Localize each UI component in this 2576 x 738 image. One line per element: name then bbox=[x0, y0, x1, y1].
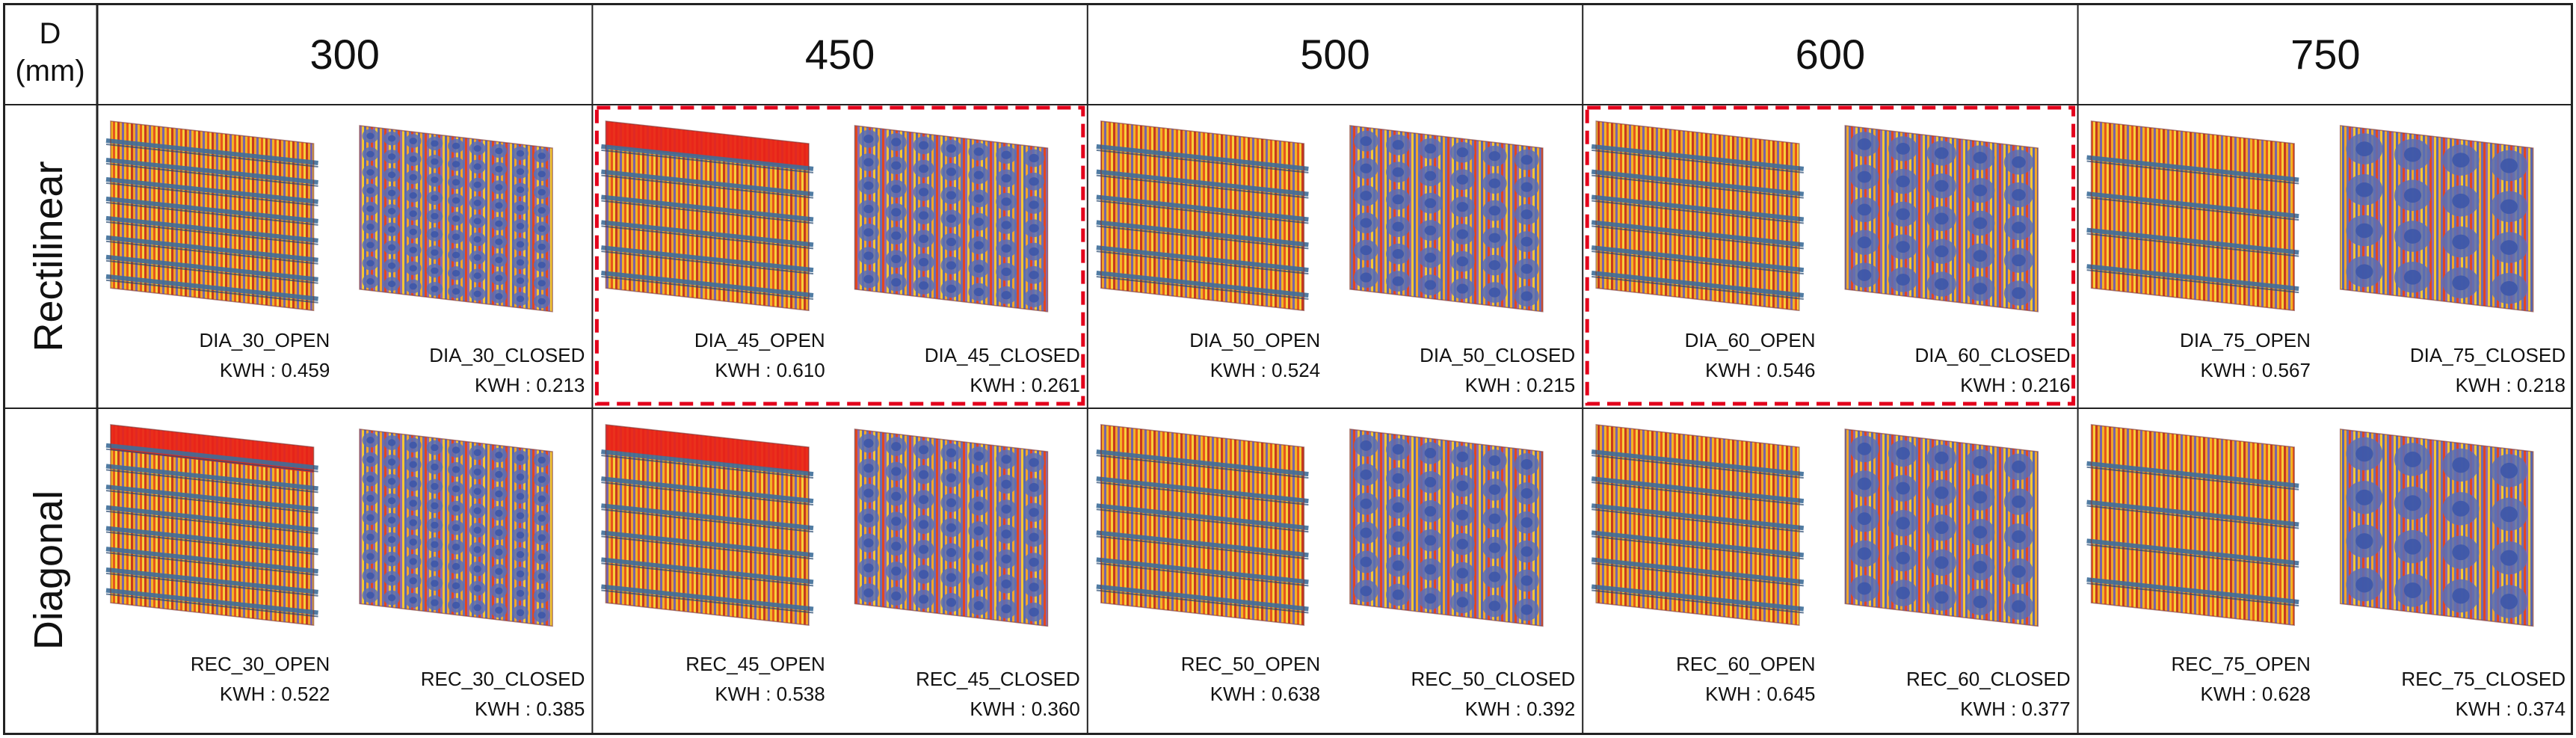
corner-label-d: D bbox=[40, 17, 61, 50]
open-heatmap-panel bbox=[2086, 120, 2299, 312]
closed-config-name: REC_30_CLOSED bbox=[421, 668, 585, 690]
closed-kwh-value: KWH : 0.216 bbox=[1960, 374, 2070, 396]
row-label-rectilinear: Rectilinear bbox=[26, 161, 71, 351]
closed-kwh-value: KWH : 0.261 bbox=[970, 374, 1079, 396]
column-header-row: D (mm) 300 450 500 600 750 bbox=[15, 17, 2360, 87]
closed-kwh-value: KWH : 0.385 bbox=[475, 698, 585, 720]
result-cell-diagonal-750: REC_75_OPEN KWH : 0.628 REC_75_CLOSED KWH :… bbox=[2086, 424, 2566, 720]
open-heatmap-panel bbox=[601, 120, 814, 312]
closed-config-name: REC_50_CLOSED bbox=[1411, 668, 1576, 690]
result-cell-rectilinear-500: DIA_50_OPEN KWH : 0.524 DIA_50_CLOSED KWH :… bbox=[1096, 120, 1575, 396]
open-heatmap-panel bbox=[1096, 120, 1309, 312]
open-heatmap-panel bbox=[1591, 424, 1805, 626]
open-kwh-value: KWH : 0.522 bbox=[220, 683, 330, 705]
open-config-name: DIA_60_OPEN bbox=[1685, 329, 1816, 351]
open-config-name: DIA_50_OPEN bbox=[1189, 329, 1320, 351]
result-cell-diagonal-450: REC_45_OPEN KWH : 0.538 REC_45_CLOSED KWH :… bbox=[601, 424, 1080, 720]
results-grid: D (mm) 300 450 500 600 750 Rectilinear Diagonal D… bbox=[3, 3, 2573, 735]
closed-heatmap-panel bbox=[1844, 125, 2039, 313]
closed-heatmap-panel bbox=[359, 428, 553, 627]
closed-heatmap-panel bbox=[359, 125, 553, 313]
closed-config-name: DIA_50_CLOSED bbox=[1420, 344, 1575, 366]
closed-kwh-value: KWH : 0.213 bbox=[475, 374, 585, 396]
open-heatmap-panel bbox=[105, 120, 318, 312]
row-label-text: Rectilinear bbox=[26, 161, 71, 351]
open-heatmap-panel bbox=[601, 424, 814, 626]
column-header-600: 600 bbox=[1796, 31, 1865, 78]
closed-heatmap-panel bbox=[1349, 428, 1544, 627]
open-heatmap-panel bbox=[105, 424, 318, 626]
column-header-300: 300 bbox=[309, 31, 379, 78]
result-cell-rectilinear-450: DIA_45_OPEN KWH : 0.610 DIA_45_CLOSED KWH :… bbox=[594, 105, 1085, 406]
closed-heatmap-panel bbox=[854, 428, 1049, 627]
corner-label-unit: (mm) bbox=[15, 55, 84, 87]
row-label-text: Diagonal bbox=[26, 491, 71, 650]
open-kwh-value: KWH : 0.567 bbox=[2201, 359, 2311, 381]
open-kwh-value: KWH : 0.645 bbox=[1705, 683, 1815, 705]
open-config-name: DIA_45_OPEN bbox=[694, 329, 825, 351]
closed-kwh-value: KWH : 0.377 bbox=[1960, 698, 2070, 720]
closed-kwh-value: KWH : 0.360 bbox=[970, 698, 1079, 720]
open-config-name: REC_50_OPEN bbox=[1181, 653, 1320, 675]
open-heatmap-panel bbox=[1591, 120, 1805, 312]
open-config-name: REC_60_OPEN bbox=[1676, 653, 1815, 675]
closed-heatmap-panel bbox=[2339, 125, 2534, 313]
result-cell-diagonal-600: REC_60_OPEN KWH : 0.645 REC_60_CLOSED KWH :… bbox=[1591, 424, 2071, 720]
result-cell-rectilinear-600: DIA_60_OPEN KWH : 0.546 DIA_60_CLOSED KWH :… bbox=[1585, 105, 2076, 406]
closed-config-name: REC_60_CLOSED bbox=[1906, 668, 2071, 690]
results-grid-svg: D (mm) 300 450 500 600 750 Rectilinear Diagonal D… bbox=[3, 3, 2573, 735]
open-config-name: DIA_30_OPEN bbox=[199, 329, 330, 351]
closed-heatmap-panel bbox=[1844, 428, 2039, 627]
open-kwh-value: KWH : 0.628 bbox=[2201, 683, 2311, 705]
result-cell-rectilinear-300: DIA_30_OPEN KWH : 0.459 DIA_30_CLOSED KWH :… bbox=[105, 120, 585, 396]
closed-kwh-value: KWH : 0.215 bbox=[1465, 374, 1575, 396]
closed-config-name: REC_75_CLOSED bbox=[2401, 668, 2566, 690]
column-header-500: 500 bbox=[1300, 31, 1369, 78]
open-kwh-value: KWH : 0.538 bbox=[715, 683, 825, 705]
closed-heatmap-panel bbox=[1349, 125, 1544, 313]
column-header-450: 450 bbox=[805, 31, 875, 78]
open-config-name: REC_45_OPEN bbox=[685, 653, 825, 675]
column-header-750: 750 bbox=[2290, 31, 2360, 78]
open-config-name: REC_30_OPEN bbox=[191, 653, 330, 675]
open-kwh-value: KWH : 0.610 bbox=[715, 359, 825, 381]
open-heatmap-panel bbox=[2086, 424, 2299, 626]
row-label-diagonal: Diagonal bbox=[26, 491, 71, 650]
result-cell-diagonal-300: REC_30_OPEN KWH : 0.522 REC_30_CLOSED KWH :… bbox=[105, 424, 585, 720]
closed-config-name: DIA_75_CLOSED bbox=[2410, 344, 2566, 366]
open-kwh-value: KWH : 0.638 bbox=[1210, 683, 1320, 705]
closed-kwh-value: KWH : 0.392 bbox=[1465, 698, 1575, 720]
open-kwh-value: KWH : 0.524 bbox=[1210, 359, 1320, 381]
highlight-box bbox=[594, 105, 1085, 406]
result-cell-rectilinear-750: DIA_75_OPEN KWH : 0.567 DIA_75_CLOSED KWH :… bbox=[2086, 120, 2566, 396]
closed-kwh-value: KWH : 0.218 bbox=[2456, 374, 2566, 396]
open-config-name: REC_75_OPEN bbox=[2172, 653, 2311, 675]
closed-heatmap-panel bbox=[854, 125, 1049, 313]
open-config-name: DIA_75_OPEN bbox=[2180, 329, 2311, 351]
highlight-box bbox=[1585, 105, 2076, 406]
closed-config-name: DIA_45_CLOSED bbox=[925, 344, 1080, 366]
open-kwh-value: KWH : 0.546 bbox=[1705, 359, 1815, 381]
open-kwh-value: KWH : 0.459 bbox=[220, 359, 330, 381]
closed-config-name: DIA_30_CLOSED bbox=[429, 344, 585, 366]
closed-config-name: REC_45_CLOSED bbox=[916, 668, 1080, 690]
result-cell-diagonal-500: REC_50_OPEN KWH : 0.638 REC_50_CLOSED KWH :… bbox=[1096, 424, 1576, 720]
closed-config-name: DIA_60_CLOSED bbox=[1914, 344, 2070, 366]
open-heatmap-panel bbox=[1096, 424, 1309, 626]
closed-kwh-value: KWH : 0.374 bbox=[2456, 698, 2566, 720]
closed-heatmap-panel bbox=[2339, 428, 2534, 627]
